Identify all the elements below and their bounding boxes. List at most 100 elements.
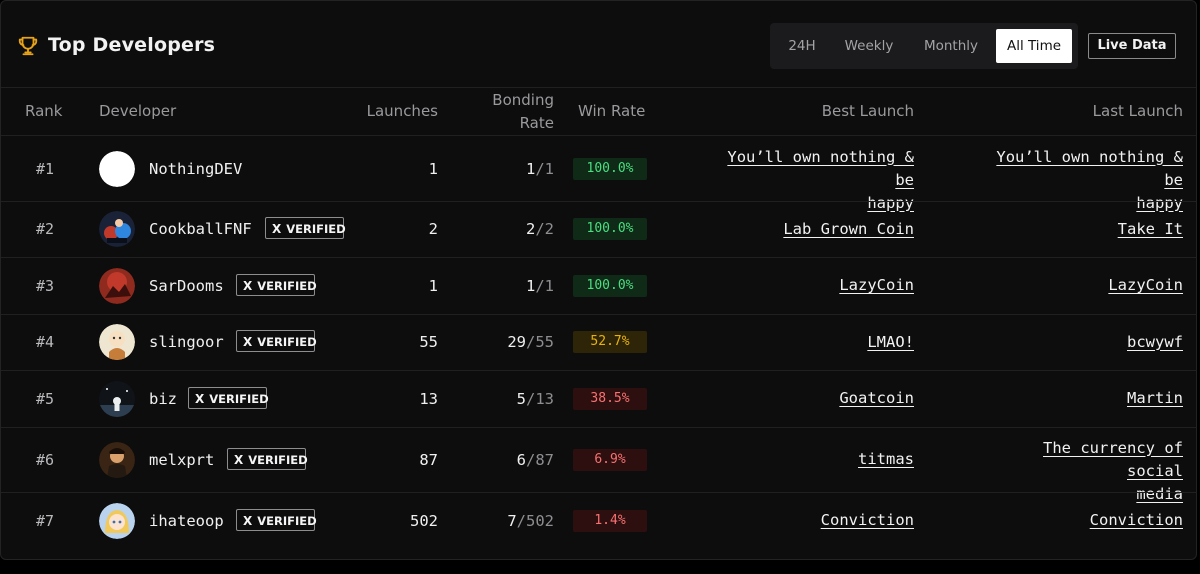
best-launch-link-text[interactable]: titmas	[858, 450, 914, 468]
win-rate-pill: 1.4%	[573, 509, 647, 532]
developer-name[interactable]: biz	[149, 389, 177, 408]
time-range-tabs: 24H Weekly Monthly All Time	[770, 23, 1078, 69]
best-launch-link-text[interactable]: Goatcoin	[839, 389, 914, 407]
bonding-total: /1	[535, 276, 554, 295]
row-divider	[1, 427, 1196, 428]
last-launch-link-text[interactable]: Conviction	[1089, 511, 1183, 529]
last-launch-link-text[interactable]: media	[1136, 484, 1183, 503]
bonding-rate-cell: 7/502	[441, 511, 554, 531]
trophy-icon	[18, 36, 38, 56]
col-win-rate-header: Win Rate	[578, 102, 646, 120]
avatar[interactable]	[99, 267, 135, 304]
rank-cell: #1	[35, 159, 55, 178]
verified-label: VERIFIED	[248, 452, 308, 467]
tab-weekly[interactable]: Weekly	[844, 38, 894, 54]
header-divider	[1, 87, 1196, 88]
avatar[interactable]	[99, 502, 135, 539]
best-launch-link-text[interactable]: Lab Grown Coin	[783, 219, 914, 238]
row-divider	[1, 492, 1196, 493]
verified-label: VERIFIED	[257, 278, 317, 293]
win-rate-pill: 52.7%	[573, 331, 647, 353]
last-launch-link-text[interactable]: Martin	[1127, 389, 1183, 407]
launches-cell: 55	[419, 333, 438, 351]
developer-name[interactable]: melxprt	[149, 450, 215, 469]
x-logo-icon: X	[243, 513, 253, 528]
bonding-total: /87	[526, 450, 554, 469]
rank-cell: #7	[35, 511, 55, 530]
verified-badge: X VERIFIED	[236, 273, 317, 296]
best-launch-link[interactable]: You’ll own nothing & be happy	[714, 146, 914, 215]
avatar[interactable]	[99, 211, 135, 247]
bonding-total: /502	[516, 511, 554, 530]
best-launch-link[interactable]: LazyCoin	[714, 274, 914, 297]
avatar[interactable]	[99, 324, 135, 360]
launches-cell: 502	[410, 511, 438, 530]
best-launch-link-text[interactable]: LazyCoin	[839, 276, 914, 294]
x-logo-icon: X	[243, 335, 253, 349]
developer-name[interactable]: slingoor	[149, 333, 224, 351]
last-launch-link-text[interactable]: bcwywf	[1127, 332, 1183, 351]
col-bonding-header-line2: Rate	[519, 114, 554, 132]
launches-cell: 87	[419, 450, 438, 469]
developer-name[interactable]: SarDooms	[149, 276, 224, 295]
last-launch-link[interactable]: Martin	[983, 387, 1183, 410]
bonding-count: 6	[516, 450, 526, 469]
verified-badge: X VERIFIED	[265, 217, 346, 239]
launches-cell: 1	[428, 276, 438, 295]
avatar[interactable]	[99, 441, 135, 478]
row-divider	[1, 370, 1196, 371]
last-launch-link[interactable]: LazyCoin	[983, 274, 1183, 297]
developer-name[interactable]: NothingDEV	[149, 159, 243, 178]
tab-monthly[interactable]: Monthly	[923, 38, 979, 54]
rank-cell: #6	[35, 450, 55, 469]
bonding-rate-cell: 5/13	[441, 389, 554, 409]
best-launch-link-text[interactable]: You’ll own nothing & be	[727, 147, 914, 189]
last-launch-link-text[interactable]: LazyCoin	[1108, 276, 1183, 294]
developer-name[interactable]: CookballFNF	[149, 220, 252, 238]
tab-24h[interactable]: 24H	[788, 38, 816, 54]
avatar[interactable]	[99, 380, 135, 417]
rank-cell: #2	[35, 220, 55, 238]
bonding-rate-cell: 29/55	[441, 332, 554, 352]
verified-label: VERIFIED	[209, 391, 269, 406]
best-launch-link[interactable]: Goatcoin	[714, 387, 914, 410]
last-launch-link-text[interactable]: You’ll own nothing & be	[996, 147, 1183, 189]
best-launch-link-text[interactable]: Conviction	[820, 511, 914, 529]
last-launch-link[interactable]: You’ll own nothing & be happy	[983, 146, 1183, 215]
best-launch-link[interactable]: Conviction	[714, 509, 914, 532]
col-bonding-header-line1: Bonding	[492, 91, 554, 109]
developer-name[interactable]: ihateoop	[149, 511, 224, 530]
bonding-count: 7	[507, 511, 517, 530]
last-launch-link[interactable]: Conviction	[983, 509, 1183, 532]
last-launch-link[interactable]: The currency of social media	[983, 437, 1183, 506]
best-launch-link[interactable]: LMAO!	[714, 331, 914, 354]
best-launch-link-text[interactable]: LMAO!	[867, 332, 914, 351]
bonding-total: /55	[526, 333, 554, 351]
last-launch-link-text[interactable]: Take It	[1117, 219, 1183, 238]
bonding-rate-cell: 1/1	[441, 159, 554, 179]
avatar[interactable]	[99, 150, 135, 187]
verified-badge: X VERIFIED	[236, 508, 317, 531]
live-data-button[interactable]: Live Data	[1088, 33, 1176, 59]
last-launch-link-text[interactable]: happy	[1136, 193, 1183, 212]
bonding-total: /1	[535, 159, 554, 178]
verified-badge: X VERIFIED	[236, 330, 317, 352]
best-launch-link[interactable]: titmas	[714, 448, 914, 471]
tab-all-time[interactable]: All Time	[996, 29, 1072, 63]
top-developers-panel: Top Developers 24H Weekly Monthly All Ti…	[0, 0, 1197, 560]
launches-cell: 13	[419, 389, 438, 408]
bonding-count: 29	[507, 333, 526, 351]
bonding-count: 2	[525, 220, 536, 238]
launches-cell: 2	[428, 220, 438, 238]
page-title: Top Developers	[48, 34, 216, 56]
launches-cell: 1	[428, 159, 438, 178]
last-launch-link[interactable]: Take It	[983, 218, 1183, 241]
last-launch-link-text[interactable]: The currency of social	[1043, 438, 1183, 480]
rank-cell: #5	[35, 389, 55, 408]
col-rank-header: Rank	[25, 102, 63, 120]
best-launch-link-text[interactable]: happy	[867, 193, 914, 212]
verified-badge: X VERIFIED	[227, 447, 308, 470]
best-launch-link[interactable]: Lab Grown Coin	[714, 218, 914, 241]
table-header-divider	[1, 135, 1196, 136]
last-launch-link[interactable]: bcwywf	[983, 331, 1183, 354]
